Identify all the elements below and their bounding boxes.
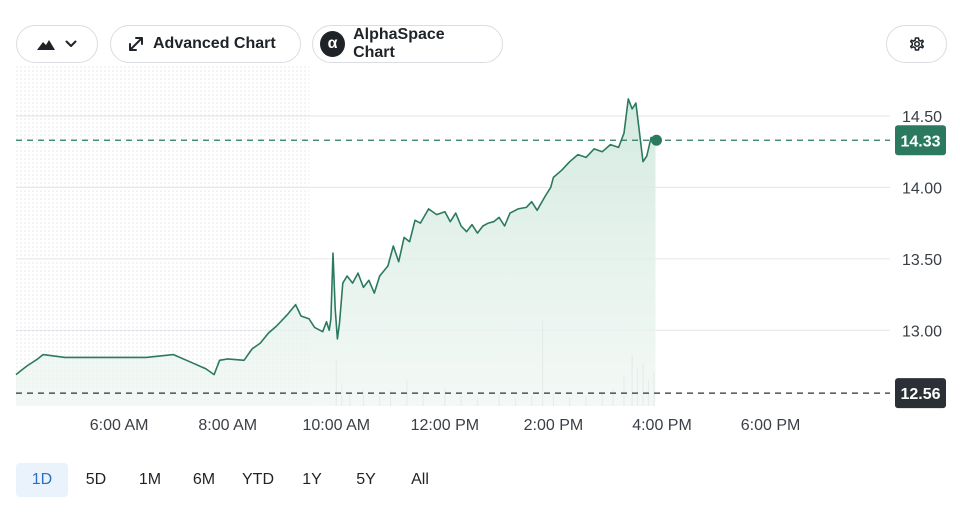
range-button-ytd[interactable]: YTD bbox=[242, 471, 274, 488]
y-tick-label: 14.50 bbox=[902, 109, 942, 126]
range-button-1y[interactable]: 1Y bbox=[302, 471, 322, 488]
x-tick-label: 4:00 PM bbox=[632, 417, 692, 434]
advanced-chart-label: Advanced Chart bbox=[153, 35, 276, 52]
current-price-dot bbox=[650, 134, 662, 146]
x-tick-label: 8:00 AM bbox=[198, 417, 257, 434]
range-button-1d[interactable]: 1D bbox=[16, 463, 68, 497]
range-button-5d[interactable]: 5D bbox=[85, 471, 107, 488]
alpha-logo-icon: α bbox=[320, 31, 346, 57]
current-price-badge bbox=[895, 125, 946, 156]
range-button-5y[interactable]: 5Y bbox=[356, 471, 376, 488]
expand-arrows-icon bbox=[129, 37, 143, 51]
y-tick-label: 13.50 bbox=[902, 252, 942, 269]
mountain-area-icon bbox=[37, 40, 55, 50]
range-button-1m[interactable]: 1M bbox=[138, 471, 162, 488]
settings-button[interactable] bbox=[886, 25, 947, 63]
gear-icon bbox=[909, 37, 924, 51]
advanced-chart-button[interactable]: Advanced Chart bbox=[110, 25, 301, 63]
chevron-down-icon bbox=[65, 40, 77, 47]
chart-type-button[interactable] bbox=[16, 25, 98, 63]
range-button-6m[interactable]: 6M bbox=[192, 471, 216, 488]
range-selector: 1D 5D 1M 6M YTD 1Y 5Y All bbox=[16, 463, 448, 497]
alphaspace-chart-button[interactable]: α AlphaSpace Chart bbox=[312, 25, 503, 63]
current-price-label: 14.33 bbox=[900, 133, 940, 150]
y-tick-label: 13.00 bbox=[902, 323, 942, 340]
price-chart[interactable]: 12.56 14.33 14.50 14.00 13.50 13.00 6:00 AM 8… bbox=[0, 66, 960, 446]
y-tick-label: 14.00 bbox=[902, 180, 942, 197]
price-line bbox=[15, 98, 656, 376]
price-area bbox=[16, 98, 656, 407]
previous-close-label: 12.56 bbox=[900, 386, 940, 403]
previous-close-badge bbox=[895, 378, 946, 409]
range-button-all[interactable]: All bbox=[411, 471, 429, 488]
x-tick-label: 2:00 PM bbox=[524, 417, 584, 434]
x-tick-label: 6:00 PM bbox=[741, 417, 801, 434]
x-tick-label: 12:00 PM bbox=[411, 417, 479, 434]
x-tick-label: 6:00 AM bbox=[90, 417, 149, 434]
alphaspace-chart-label: AlphaSpace Chart bbox=[353, 26, 445, 61]
x-tick-label: 10:00 AM bbox=[302, 417, 370, 434]
